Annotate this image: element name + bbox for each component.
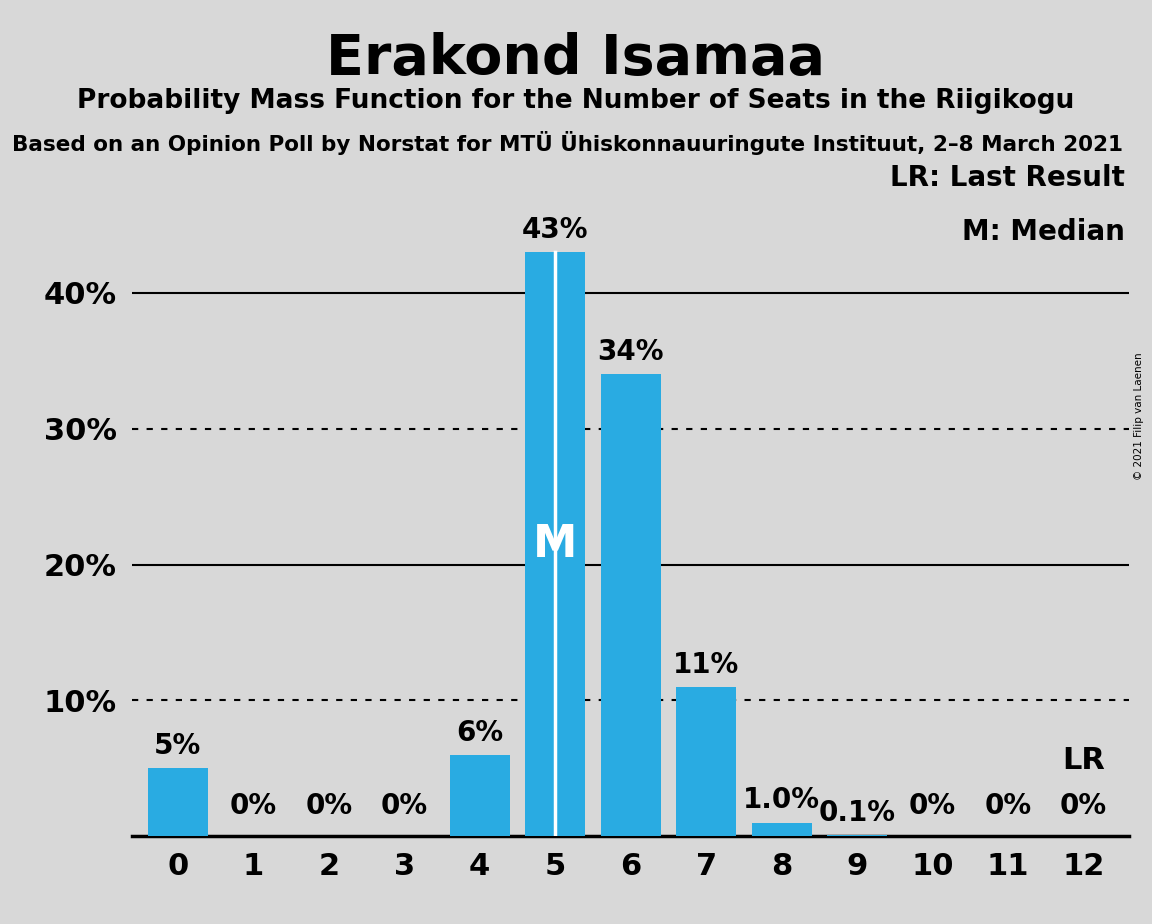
Text: 1.0%: 1.0% <box>743 786 820 814</box>
Bar <box>525 252 585 836</box>
Text: 43%: 43% <box>522 216 589 244</box>
Text: LR: LR <box>1062 746 1105 775</box>
Text: 5%: 5% <box>154 732 202 760</box>
Bar <box>751 822 812 836</box>
Text: M: Median: M: Median <box>962 218 1126 246</box>
Text: Based on an Opinion Poll by Norstat for MTÜ Ühiskonnauuringute Instituut, 2–8 Ma: Based on an Opinion Poll by Norstat for … <box>12 131 1122 155</box>
Text: Probability Mass Function for the Number of Seats in the Riigikogu: Probability Mass Function for the Number… <box>77 88 1075 114</box>
Text: M: M <box>533 523 577 565</box>
Text: 0%: 0% <box>1060 792 1107 820</box>
Bar <box>600 374 661 836</box>
Text: Erakond Isamaa: Erakond Isamaa <box>326 32 826 86</box>
Text: LR: Last Result: LR: Last Result <box>890 164 1126 192</box>
Bar <box>827 835 887 836</box>
Text: 0%: 0% <box>985 792 1032 820</box>
Text: 0%: 0% <box>380 792 427 820</box>
Text: 0.1%: 0.1% <box>819 798 896 827</box>
Text: 34%: 34% <box>598 338 664 366</box>
Text: 0%: 0% <box>305 792 353 820</box>
Text: © 2021 Filip van Laenen: © 2021 Filip van Laenen <box>1134 352 1144 480</box>
Text: 11%: 11% <box>673 650 740 678</box>
Text: 0%: 0% <box>229 792 276 820</box>
Text: 6%: 6% <box>456 719 503 747</box>
Text: 0%: 0% <box>909 792 956 820</box>
Bar <box>449 755 510 836</box>
Bar <box>676 687 736 836</box>
Bar <box>147 769 209 836</box>
